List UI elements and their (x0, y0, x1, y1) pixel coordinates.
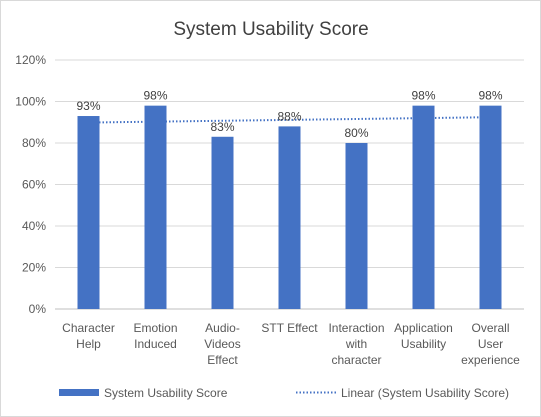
x-category-label: Character Help (62, 321, 115, 351)
data-label: 83% (210, 120, 234, 134)
y-tick-label: 80% (22, 136, 46, 150)
x-category-label: Overall User experience (461, 321, 520, 367)
legend-label-series: System Usability Score (104, 386, 228, 400)
data-label: 98% (478, 89, 502, 103)
data-label: 80% (344, 126, 368, 140)
x-category-label: STT Effect (261, 321, 318, 335)
trendline (88, 116, 491, 124)
legend-label-trendline: Linear (System Usability Score) (341, 386, 509, 400)
data-label: 98% (411, 89, 435, 103)
x-axis-categories: Character Help Emotion Induced Audio-Videos E… (62, 321, 520, 367)
y-tick-label: 40% (22, 219, 46, 233)
y-tick-label: 0% (29, 302, 47, 316)
bar (211, 136, 234, 309)
data-label: 93% (76, 99, 100, 113)
trendline-layer (88, 116, 491, 124)
x-category-label: Audio-Videos Effect (204, 321, 240, 367)
chart-title: System Usability Score (173, 19, 368, 40)
x-category-label: Application Usability (394, 321, 453, 351)
data-label: 98% (143, 89, 167, 103)
y-tick-label: 100% (15, 95, 46, 109)
legend-swatch-bar (59, 389, 99, 396)
y-axis-ticks: 0% 20% 40% 60% 80% 100% 120% (15, 53, 46, 316)
bar (412, 105, 435, 310)
data-labels: 93% 98% 83% 88% 80% 98% 98% (76, 89, 502, 140)
y-tick-label: 60% (22, 178, 46, 192)
x-category-label: Interaction with character (328, 321, 384, 367)
y-tick-label: 20% (22, 261, 46, 275)
data-label: 88% (277, 109, 301, 123)
bar (144, 105, 167, 310)
bar (479, 105, 502, 310)
bar (345, 143, 368, 309)
bars (77, 105, 502, 310)
bar (278, 126, 301, 310)
bar (77, 116, 100, 310)
y-tick-label: 120% (15, 53, 46, 67)
x-category-label: Emotion Induced (133, 321, 177, 351)
legend: System Usability Score Linear (System Us… (59, 386, 509, 400)
